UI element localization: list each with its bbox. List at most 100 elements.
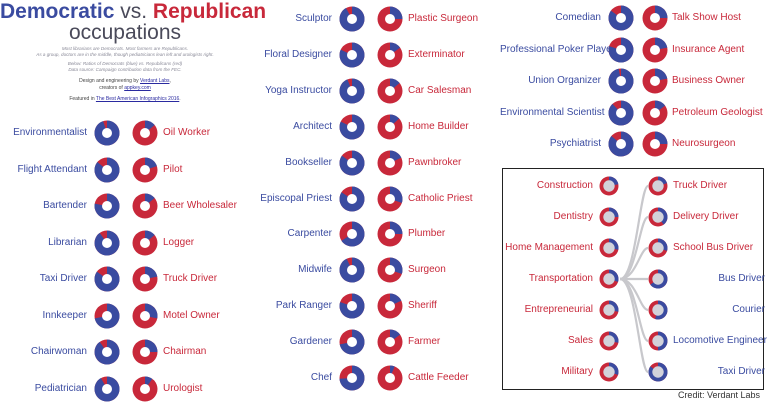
pair-label-episcopal-priest: Episcopal Priest <box>260 192 332 204</box>
occupation-donut-school-bus-driver-hole <box>652 242 664 254</box>
occupation-label-locomotive-engineer: Locomotive Engineer <box>673 335 767 346</box>
pair-label-surgeon: Surgeon <box>408 264 446 276</box>
donut-sculptor-hole <box>347 14 357 24</box>
donut-pilot <box>132 157 158 182</box>
pair-label-pawnbroker: Pawnbroker <box>408 156 462 168</box>
donut-farmer-hole <box>385 337 395 348</box>
pair-label-beer-wholesaler: Beer Wholesaler <box>163 200 237 211</box>
donut-insurance-agent <box>642 37 668 63</box>
donut-neurosurgeon-hole <box>650 139 660 150</box>
pair-label-librarian: Librarian <box>48 236 87 248</box>
donut-floral-designer-hole <box>347 49 357 60</box>
pair-label-yoga-instructor: Yoga Instructor <box>265 84 332 96</box>
donut-surgeon <box>377 257 403 283</box>
occupation-donut-school-bus-driver <box>648 238 668 258</box>
category-donut-military-hole <box>603 366 615 378</box>
donut-petroleum-geologist-hole <box>650 107 660 118</box>
donut-exterminator <box>377 42 403 68</box>
category-donut-sales-hole <box>603 335 615 347</box>
donut-professional-poker-player <box>608 37 634 63</box>
donut-comedian-hole <box>616 13 626 23</box>
pair-label-motel-owner: Motel Owner <box>163 309 220 321</box>
pair-label-business-owner: Business Owner <box>672 75 745 87</box>
donut-episcopal-priest-hole <box>347 193 357 204</box>
donut-pawnbroker-hole <box>385 157 395 168</box>
donut-flight-attendant <box>94 157 120 182</box>
donut-environmental-scientist-hole <box>616 107 626 118</box>
transportation-tree-box <box>502 168 764 390</box>
donut-business-owner <box>642 68 668 94</box>
tree-link-taxi-driver <box>619 277 650 374</box>
donut-yoga-instructor <box>339 78 365 104</box>
occupation-donut-taxi-driver-hole <box>652 366 664 378</box>
pair-label-plastic-surgeon: Plastic Surgeon <box>408 13 479 24</box>
featured-credit: Featured in The Best American Infographi… <box>0 96 250 102</box>
donut-insurance-agent-hole <box>650 44 660 55</box>
donut-pediatrician <box>94 376 120 401</box>
category-donut-construction-hole <box>603 180 615 192</box>
donut-floral-designer <box>339 42 365 68</box>
pair-label-pediatrician: Pediatrician <box>34 382 87 394</box>
donut-cattle-feeder <box>377 365 403 391</box>
category-donut-transportation-hole <box>603 273 615 285</box>
donut-episcopal-priest <box>339 186 365 211</box>
occupation-label-school-bus-driver: School Bus Driver <box>673 242 754 253</box>
donut-architect <box>339 114 365 140</box>
pair-label-innkeeper: Innkeeper <box>42 309 87 321</box>
donut-plumber-hole <box>385 229 395 240</box>
pair-label-park-ranger: Park Ranger <box>275 300 332 312</box>
donut-chairwoman <box>94 339 120 365</box>
donut-motel-owner <box>132 303 158 328</box>
category-donut-transportation <box>599 269 619 289</box>
title-vs: vs. <box>114 0 153 23</box>
occupation-donut-locomotive-engineer <box>648 331 668 351</box>
pair-label-car-salesman: Car Salesman <box>408 84 472 96</box>
donut-exterminator-hole <box>385 49 395 60</box>
occupation-label-bus-driver: Bus Driver <box>718 273 765 284</box>
donut-sculptor <box>339 6 365 32</box>
donut-beer-wholesaler-hole <box>140 201 150 211</box>
occupation-donut-truck-driver <box>648 176 668 196</box>
pair-label-comedian: Comedian <box>555 12 601 23</box>
intro-note-4: Data source: Campaign contribution data … <box>68 67 182 72</box>
category-donut-dentistry <box>599 207 619 227</box>
donut-environmentalist <box>94 120 120 146</box>
category-donut-home-management-hole <box>603 242 615 254</box>
donut-logger <box>132 230 158 255</box>
donut-taxi-driver-hole <box>102 274 112 284</box>
tree-link-truck-driver <box>619 184 650 281</box>
donut-pediatrician-hole <box>102 383 112 394</box>
category-donut-entrepreneurial <box>599 300 619 320</box>
intro-note-1: Most librarians are Democrats. Most farm… <box>61 46 189 51</box>
title: Democratic vs. Republican <box>0 0 266 23</box>
donut-talk-show-host <box>642 5 668 31</box>
donut-professional-poker-player-hole <box>616 44 626 55</box>
title-subtitle: occupations <box>68 21 182 44</box>
pair-label-professional-poker-player: Professional Poker Player <box>500 43 616 55</box>
donut-bookseller-hole <box>347 157 357 168</box>
appkey-link[interactable]: appkey.com <box>124 85 151 91</box>
pair-label-urologist: Urologist <box>163 382 203 394</box>
pair-label-home-builder: Home Builder <box>408 120 469 132</box>
verdant-labs-link[interactable]: Verdant Labs <box>140 78 170 84</box>
pair-label-talk-show-host: Talk Show Host <box>672 12 741 23</box>
pair-label-bartender: Bartender <box>43 200 87 211</box>
donut-plumber <box>377 221 403 247</box>
category-donut-dentistry-hole <box>603 211 615 223</box>
pair-label-plumber: Plumber <box>408 228 446 240</box>
pair-label-oil-worker: Oil Worker <box>163 127 211 138</box>
donut-midwife <box>339 257 365 283</box>
donut-flight-attendant-hole <box>102 164 112 175</box>
occupation-donut-delivery-driver <box>648 207 668 227</box>
pair-label-sculptor: Sculptor <box>295 13 332 24</box>
donut-car-salesman-hole <box>385 85 395 96</box>
pair-label-petroleum-geologist: Petroleum Geologist <box>672 106 763 118</box>
design-credit-comma: , <box>169 78 171 84</box>
pair-label-exterminator: Exterminator <box>408 48 465 60</box>
donut-yoga-instructor-hole <box>347 85 357 96</box>
best-american-infographics-link[interactable]: The Best American Infographics 2016 <box>95 96 180 102</box>
donut-bookseller <box>339 150 365 176</box>
donut-talk-show-host-hole <box>650 13 660 23</box>
donut-surgeon-hole <box>385 265 395 276</box>
